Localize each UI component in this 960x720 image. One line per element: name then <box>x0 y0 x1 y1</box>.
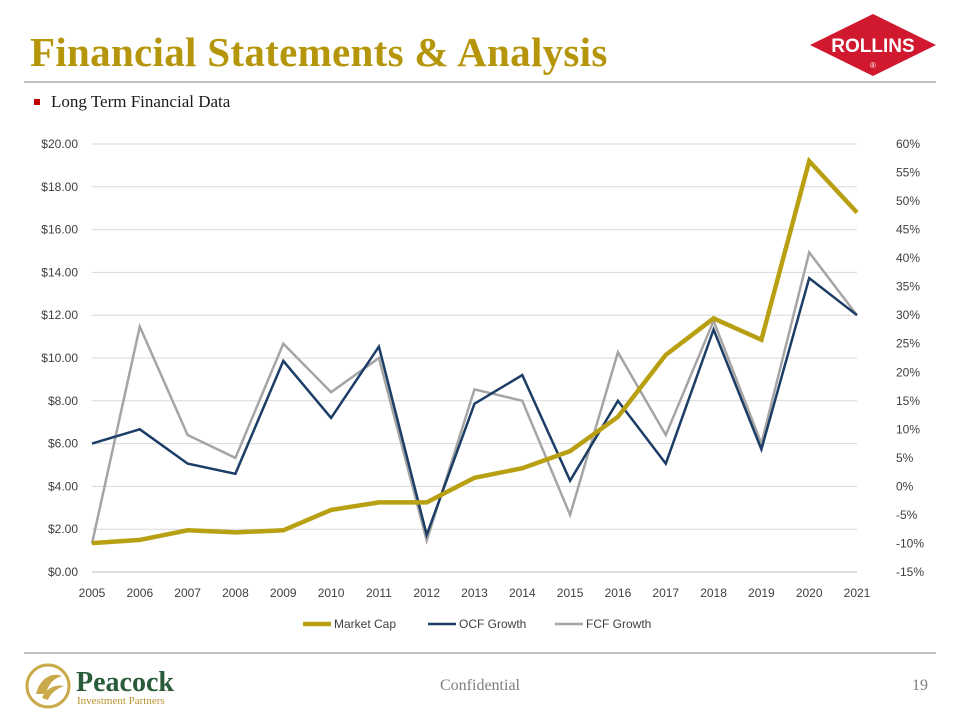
footer-confidential: Confidential <box>440 677 520 694</box>
x-tick-label: 2006 <box>126 586 153 600</box>
x-tick-label: 2019 <box>748 586 775 600</box>
y-right-tick-label: -10% <box>896 536 924 550</box>
line-chart: $0.00 $2.00 $4.00 $6.00 $8.00 $10.00 $12.00 $14… <box>41 137 924 631</box>
bullet-item: Long Term Financial Data <box>34 92 230 112</box>
y-left-tick-label: $12.00 <box>41 308 78 322</box>
series-line-market-cap <box>91 156 859 546</box>
x-tick-label: 2016 <box>605 586 632 600</box>
series-line-ocf-growth <box>91 275 858 540</box>
y-right-tick-label: 45% <box>896 223 920 237</box>
legend-label: Market Cap <box>334 617 396 631</box>
x-tick-label: 2005 <box>79 586 106 600</box>
peacock-emblem-icon <box>25 663 71 709</box>
y-right-tick-label: 5% <box>896 451 914 465</box>
bullet-text: Long Term Financial Data <box>51 92 231 111</box>
y-right-tick-label: 25% <box>896 337 920 351</box>
peacock-feather-icon <box>36 674 64 700</box>
x-tick-label: 2007 <box>174 586 201 600</box>
y-right-tick-label: 15% <box>896 394 920 408</box>
y-left-tick-label: $14.00 <box>41 265 78 279</box>
x-tick-label: 2015 <box>557 586 584 600</box>
x-tick-label: 2020 <box>796 586 823 600</box>
x-tick-label: 2011 <box>366 586 392 600</box>
y-left-tick-label: $2.00 <box>48 522 78 536</box>
y-left-tick-label: $8.00 <box>48 394 78 408</box>
y-right-tick-label: -5% <box>896 508 918 522</box>
peacock-logo: Peacock Investment Partners <box>25 663 174 709</box>
x-tick-label: 2009 <box>270 586 297 600</box>
y-left-tick-label: $20.00 <box>41 137 78 151</box>
y-right-tick-label: -15% <box>896 565 924 579</box>
page-number: 19 <box>912 677 928 694</box>
y-left-tick-label: $10.00 <box>41 351 78 365</box>
y-left-tick-label: $6.00 <box>48 437 78 451</box>
y-right-tick-label: 0% <box>896 479 914 493</box>
y-right-tick-label: 60% <box>896 137 920 151</box>
x-tick-label: 2018 <box>700 586 727 600</box>
bullet-square-icon <box>34 99 40 105</box>
x-tick-label: 2012 <box>413 586 440 600</box>
series-line-fcf-growth <box>90 249 858 546</box>
footer-brand-sub: Investment Partners <box>77 695 165 707</box>
x-tick-label: 2017 <box>652 586 679 600</box>
y-right-tick-label: 40% <box>896 251 920 265</box>
y-right-tick-label: 20% <box>896 365 920 379</box>
rollins-logo: ROLLINS ® <box>810 14 936 76</box>
legend-label: OCF Growth <box>459 617 526 631</box>
y-right-tick-label: 50% <box>896 194 920 208</box>
logo-diamond <box>810 14 936 76</box>
y-right-tick-label: 35% <box>896 280 920 294</box>
logo-text: ROLLINS <box>831 36 914 57</box>
y-left-tick-label: $16.00 <box>41 223 78 237</box>
footer-divider <box>24 652 936 654</box>
x-tick-label: 2008 <box>222 586 249 600</box>
x-tick-label: 2013 <box>461 586 488 600</box>
footer-brand: Peacock <box>76 667 174 698</box>
y-left-tick-label: $18.00 <box>41 180 78 194</box>
page-title: Financial Statements & Analysis <box>30 29 608 75</box>
x-tick-label: 2021 <box>844 586 871 600</box>
header-divider <box>24 81 936 83</box>
y-right-tick-label: 10% <box>896 422 920 436</box>
x-tick-label: 2010 <box>318 586 345 600</box>
y-left-tick-label: $0.00 <box>48 565 78 579</box>
logo-registered-mark: ® <box>870 61 876 70</box>
y-right-tick-label: 30% <box>896 308 920 322</box>
y-left-tick-label: $4.00 <box>48 479 78 493</box>
x-tick-label: 2014 <box>509 586 536 600</box>
y-right-tick-label: 55% <box>896 166 920 180</box>
legend-label: FCF Growth <box>586 617 651 631</box>
